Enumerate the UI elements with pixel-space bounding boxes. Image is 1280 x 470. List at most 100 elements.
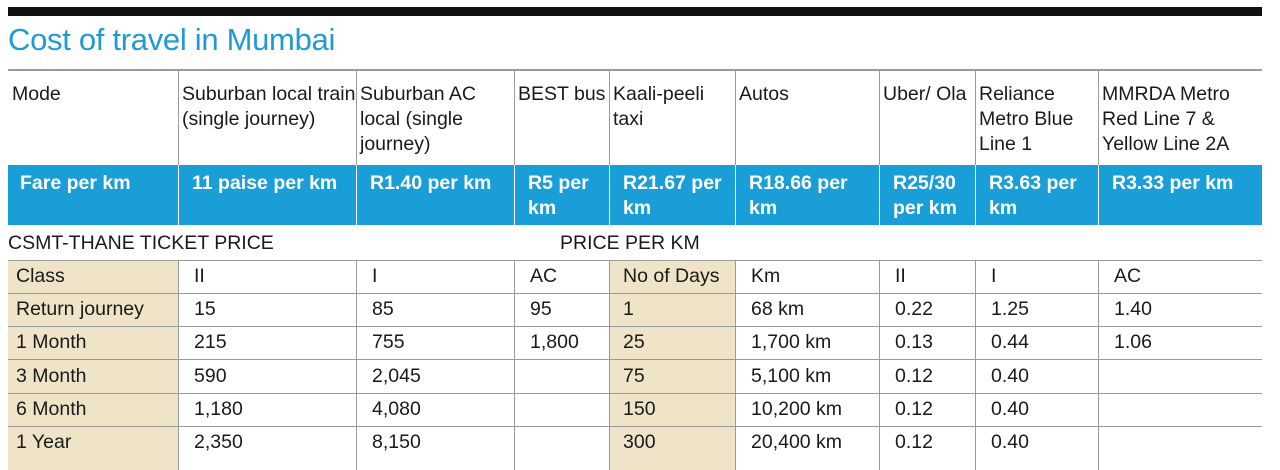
row-rule — [8, 293, 1262, 294]
ticket-header-4: No of Days — [623, 265, 720, 287]
fare-column-divider — [178, 165, 179, 225]
ticket-cell: 0.40 — [991, 364, 1029, 387]
fare-column-divider — [975, 165, 976, 225]
fare-band — [8, 165, 1262, 225]
table-column-divider — [356, 260, 357, 470]
ticket-cell: 215 — [194, 331, 227, 354]
ticket-cell: 300 — [623, 431, 656, 454]
table-column-divider — [735, 260, 736, 470]
row-rule — [8, 260, 1262, 261]
ticket-price-heading: CSMT-THANE TICKET PRICE — [8, 232, 274, 254]
ticket-cell: 1,180 — [194, 397, 243, 420]
class-column-bg — [8, 260, 178, 470]
mode-header-0: Mode — [12, 83, 61, 105]
fare-cell-2: R1.40 per km — [370, 172, 492, 194]
ticket-cell: 1.25 — [991, 298, 1029, 320]
ticket-cell: 2,350 — [194, 431, 243, 454]
row-rule — [8, 426, 1262, 427]
fare-cell-1: 11 paise per km — [192, 172, 338, 194]
ticket-cell: 8,150 — [372, 431, 421, 454]
fare-cell-5: R18.66 per km — [749, 172, 848, 219]
fare-cell-0: Fare per km — [20, 172, 131, 194]
fare-column-divider — [1098, 165, 1099, 225]
ticket-cell: 68 km — [751, 298, 805, 320]
fare-cell-7: R3.63 per km — [989, 172, 1077, 219]
ticket-cell: 0.44 — [991, 331, 1029, 354]
ticket-cell: 755 — [372, 331, 405, 354]
table-column-divider — [609, 260, 610, 470]
ticket-cell: 95 — [530, 298, 552, 320]
header-column-divider — [879, 70, 880, 165]
mode-header-8: MMRDA Metro Red Line 7 & Yellow Line 2A — [1102, 83, 1230, 155]
ticket-cell: 0.40 — [991, 397, 1029, 420]
ticket-cell: 1,800 — [530, 331, 579, 354]
table-column-divider — [514, 260, 515, 470]
ticket-cell: 590 — [194, 364, 227, 387]
table-column-divider — [178, 260, 179, 470]
mode-header-5: Autos — [739, 83, 789, 105]
ticket-cell: 2,045 — [372, 364, 421, 387]
ticket-header-5: Km — [751, 265, 781, 287]
ticket-cell: 1.06 — [1114, 331, 1152, 354]
fare-column-divider — [735, 165, 736, 225]
ticket-cell: 0.22 — [895, 298, 933, 320]
ticket-cell: Return journey — [16, 298, 144, 320]
ticket-header-0: Class — [16, 265, 65, 287]
days-column-bg — [609, 260, 735, 470]
page-title: Cost of travel in Mumbai — [8, 22, 336, 57]
ticket-header-2: I — [372, 265, 378, 287]
mode-header-6: Uber/ Ola — [883, 83, 967, 105]
fare-column-divider — [514, 165, 515, 225]
mode-header-3: BEST bus — [518, 83, 606, 105]
ticket-cell: 20,400 km — [751, 431, 843, 454]
fare-column-divider — [356, 165, 357, 225]
header-column-divider — [178, 70, 179, 165]
header-column-divider — [356, 70, 357, 165]
ticket-cell: 10,200 km — [751, 397, 843, 420]
ticket-cell: 1 Year — [16, 431, 72, 454]
table-column-divider — [975, 260, 976, 470]
header-column-divider — [735, 70, 736, 165]
row-rule — [8, 359, 1262, 360]
ticket-header-3: AC — [530, 265, 558, 287]
ticket-cell: 1 — [623, 298, 634, 320]
ticket-cell: 6 Month — [16, 397, 87, 420]
mode-header-7: Reliance Metro Blue Line 1 — [979, 83, 1074, 155]
ticket-cell: 0.12 — [895, 431, 933, 454]
ticket-header-7: I — [991, 265, 997, 287]
ticket-cell: 0.12 — [895, 397, 933, 420]
ticket-cell: 75 — [623, 364, 645, 387]
ticket-cell: 1 Month — [16, 331, 87, 354]
fare-column-divider — [879, 165, 880, 225]
fare-cell-6: R25/30 per km — [893, 172, 957, 219]
mode-header-2: Suburban AC local (single journey) — [360, 83, 477, 155]
ticket-cell: 85 — [372, 298, 394, 320]
header-rule — [8, 69, 1262, 71]
fare-column-divider — [609, 165, 610, 225]
header-column-divider — [514, 70, 515, 165]
ticket-header-1: II — [194, 265, 205, 287]
header-column-divider — [609, 70, 610, 165]
header-column-divider — [975, 70, 976, 165]
ticket-cell: 4,080 — [372, 397, 421, 420]
ticket-cell: 1.40 — [1114, 298, 1152, 320]
table-column-divider — [1098, 260, 1099, 470]
ticket-cell: 25 — [623, 331, 645, 354]
mode-header-1: Suburban local train (single journey) — [182, 83, 356, 130]
ticket-cell: 1,700 km — [751, 331, 832, 354]
fare-cell-4: R21.67 per km — [623, 172, 722, 219]
row-rule — [8, 326, 1262, 327]
ticket-cell: 15 — [194, 298, 216, 320]
price-per-km-heading: PRICE PER KM — [560, 232, 700, 254]
header-column-divider — [1098, 70, 1099, 165]
ticket-cell: 5,100 km — [751, 364, 832, 387]
fare-cell-8: R3.33 per km — [1112, 172, 1234, 194]
top-rule — [8, 7, 1262, 16]
ticket-cell: 0.12 — [895, 364, 933, 387]
mode-header-4: Kaali-peeli taxi — [613, 83, 705, 130]
row-rule — [8, 393, 1262, 394]
fare-cell-3: R5 per km — [528, 172, 589, 219]
ticket-header-6: II — [895, 265, 906, 287]
ticket-cell: 3 Month — [16, 364, 87, 387]
table-column-divider — [879, 260, 880, 470]
